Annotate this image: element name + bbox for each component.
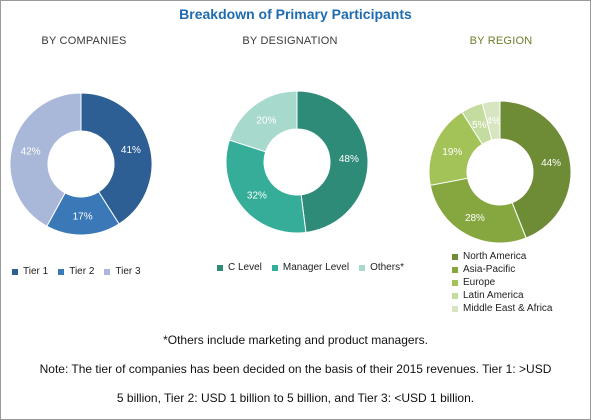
donut-designation: 48% 32% 20% — [225, 90, 369, 234]
panel-title-companies: BY COMPANIES — [41, 35, 127, 47]
legend-swatch — [271, 264, 278, 271]
data-label-c-level: 48% — [339, 154, 359, 165]
legend-swatch — [452, 279, 458, 286]
legend-label: Tier 2 — [69, 266, 95, 277]
slice-c-level — [296, 90, 369, 233]
legend-swatch — [217, 264, 223, 271]
data-label-europe: 19% — [442, 147, 462, 158]
legend-swatch — [12, 268, 18, 275]
data-label-asia-pacific: 28% — [465, 213, 485, 224]
legend-swatch — [58, 268, 65, 275]
legend-label: Europe — [463, 277, 496, 288]
slice-tier-1 — [80, 92, 153, 225]
legend-label: Asia-Pacific — [463, 264, 516, 275]
data-label-manager-level: 32% — [247, 191, 267, 202]
data-label-latin-america: 5% — [472, 120, 487, 131]
legend-swatch — [104, 268, 111, 275]
slice-asia-pacific — [429, 177, 527, 244]
note-line-2: 5 billion, Tier 2: USD 1 billion to 5 bi… — [116, 391, 475, 405]
legend-item-tier-1: Tier 1 — [12, 266, 48, 277]
panel-title-region: BY REGION — [469, 35, 533, 47]
legend-label: North America — [463, 251, 527, 262]
data-label-north-america: 44% — [541, 158, 561, 169]
legend-item-asia-pacific: Asia-Pacific — [452, 264, 552, 275]
data-label-others: 20% — [256, 115, 276, 126]
legend-swatch — [452, 292, 458, 299]
slice-tier-3 — [9, 92, 82, 227]
legend-companies: Tier 1 Tier 2 Tier 3 — [12, 266, 151, 278]
legend-item-latin-america: Latin America — [452, 290, 552, 301]
legend-label: Tier 1 — [23, 266, 49, 277]
legend-region: North America Asia-Pacific Europe Latin Ame… — [452, 251, 552, 316]
note-line-1: Note: The tier of companies has been dec… — [39, 362, 552, 376]
legend-item-north-america: North America — [452, 251, 552, 262]
legend-item-europe: Europe — [452, 277, 552, 288]
legend-item-tier-2: Tier 2 — [58, 266, 94, 277]
legend-label: Others* — [370, 262, 404, 273]
legend-item-others: Others* — [359, 262, 404, 273]
data-label-tier-1: 41% — [121, 145, 141, 156]
legend-swatch — [452, 266, 458, 273]
donut-companies: 41% 17% 42% — [9, 92, 153, 236]
slice-middle-east-africa — [481, 100, 501, 141]
slice-others — [228, 90, 298, 153]
legend-swatch — [359, 264, 366, 271]
legend-swatch — [452, 253, 458, 260]
footnote: *Others include marketing and product ma… — [163, 333, 428, 347]
data-label-middle-east-africa: 4% — [486, 116, 501, 127]
legend-label: Middle East & Africa — [463, 303, 553, 314]
donut-region: 44% 28% 19% 5% 4% — [428, 100, 572, 244]
legend-label: Tier 3 — [115, 266, 141, 277]
legend-item-manager-level: Manager Level — [271, 262, 350, 273]
slice-north-america — [499, 100, 572, 239]
chart-title: Breakdown of Primary Participants — [179, 6, 412, 22]
legend-item-c-level: C Level — [217, 262, 262, 273]
legend-designation: C Level Manager Level Others* — [217, 262, 414, 274]
data-label-tier-2: 17% — [73, 211, 93, 222]
legend-label: Manager Level — [282, 262, 350, 273]
slice-manager-level — [225, 139, 307, 234]
data-label-tier-3: 42% — [21, 147, 41, 158]
legend-label: C Level — [228, 262, 262, 273]
legend-swatch — [452, 305, 458, 312]
legend-item-middle-east-africa: Middle East & Africa — [452, 303, 552, 314]
legend-item-tier-3: Tier 3 — [104, 266, 141, 277]
panel-title-designation: BY DESIGNATION — [242, 35, 338, 47]
legend-label: Latin America — [463, 290, 524, 301]
